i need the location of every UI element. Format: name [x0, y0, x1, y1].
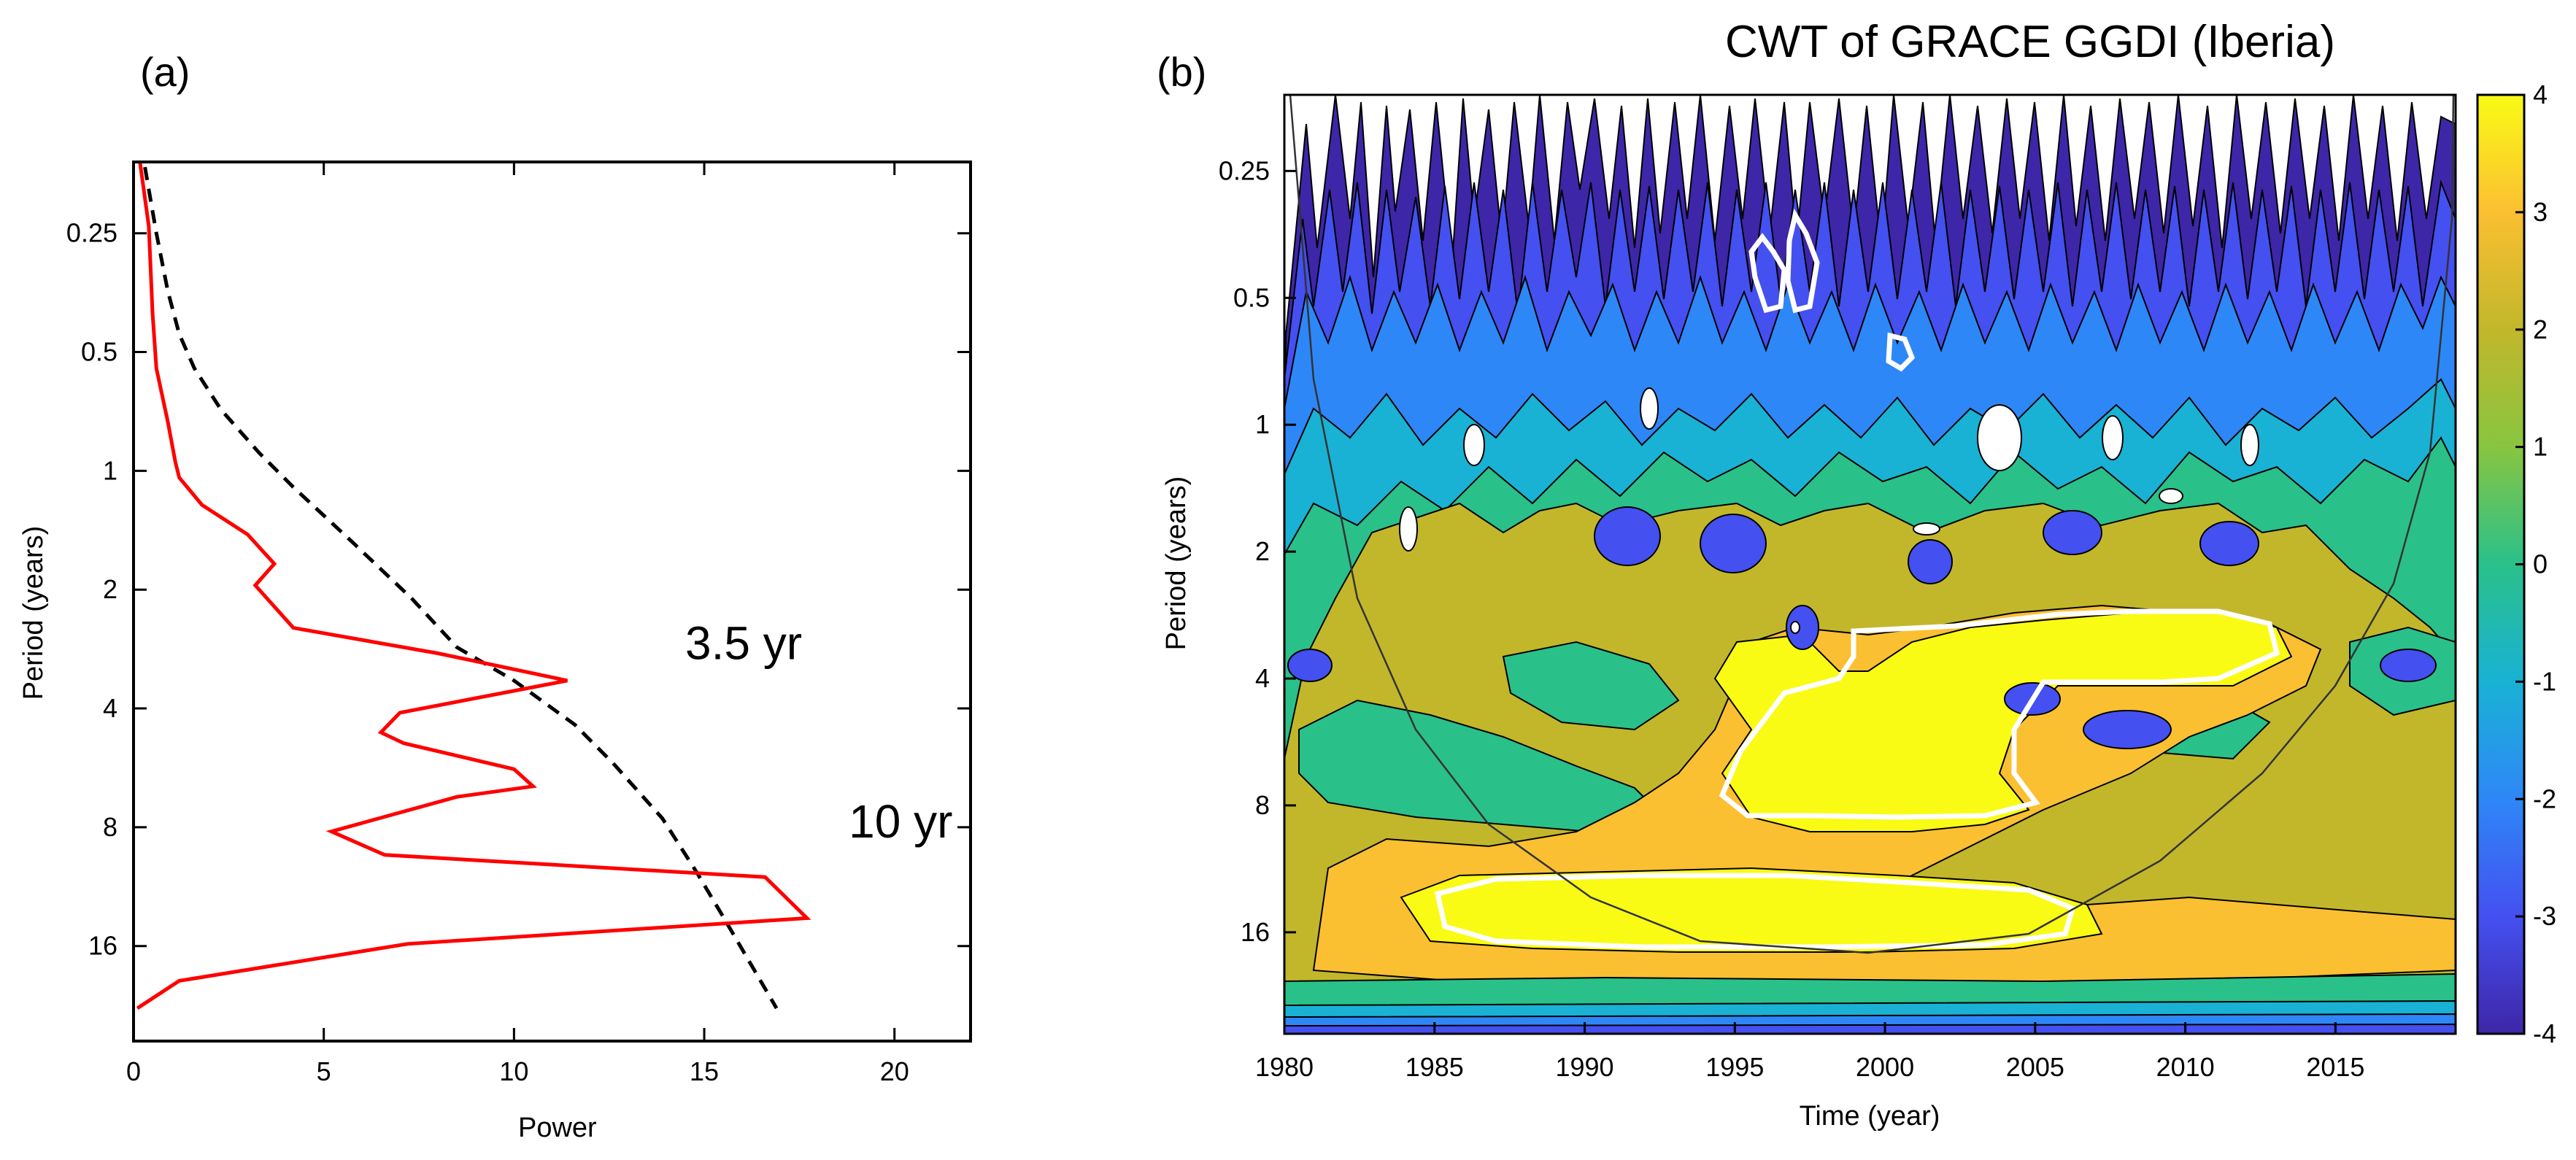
sig-contour-half-yr-2 [1785, 208, 1820, 314]
colorbar-tick-label: -4 [2533, 1018, 2556, 1048]
colorbar-tick-label: -3 [2533, 901, 2556, 931]
y-tick-label: 16 [1241, 917, 1270, 947]
blob [2083, 710, 2172, 749]
y-tick-label: 0.5 [81, 337, 117, 367]
x-tick-label: 2005 [2006, 1052, 2064, 1082]
panel-b-label: (b) [1157, 49, 1206, 95]
bottom-band-1 [1284, 973, 2456, 1008]
colorbar-ticks: 4 3 2 1 0 -1 -2 -3 -4 [2515, 80, 2556, 1048]
x-tick-label: 2015 [2306, 1052, 2364, 1082]
y-tick-label: 0.25 [1219, 155, 1270, 185]
minima-blobs [1287, 506, 2437, 749]
x-tick-label: 15 [690, 1056, 719, 1086]
x-tick-label: 1980 [1255, 1052, 1314, 1082]
hole [2159, 488, 2183, 504]
panel-b-y-axis: 0.25 0.5 1 2 4 8 16 [1219, 155, 1296, 947]
y-tick-label: 0.5 [1233, 282, 1270, 312]
bottom-band-3 [1284, 1013, 2456, 1027]
blob [1287, 649, 1333, 682]
blob [1700, 514, 1767, 573]
hole [1977, 404, 2022, 471]
contour-level-yellow-2 [1400, 867, 2103, 953]
y-tick-label: 4 [103, 693, 117, 723]
panel-a-frame [132, 161, 972, 1043]
blob [1594, 506, 1661, 566]
significance-contours [1434, 208, 2280, 950]
white-holes [1399, 387, 2259, 634]
y-tick-label: 16 [88, 931, 117, 961]
x-tick-label: 2000 [1856, 1052, 1914, 1082]
panel-a-x-axis: 0 5 10 15 20 [126, 162, 909, 1086]
hole [1399, 506, 1418, 552]
hole [1640, 387, 1659, 430]
hole [2240, 424, 2259, 466]
panel-b-frame [1283, 93, 2457, 1035]
x-tick-label: 1985 [1405, 1052, 1464, 1082]
panel-b-ylabel: Period (years) [1161, 476, 1192, 651]
colorbar-tick-label: -1 [2533, 666, 2556, 696]
hole [1790, 621, 1800, 634]
blob [2199, 521, 2259, 566]
bottom-band-2 [1284, 999, 2456, 1018]
blob [1908, 539, 1953, 584]
x-tick-label: 1995 [1705, 1052, 1764, 1082]
x-tick-label: 0 [126, 1056, 141, 1086]
colorbar-tick-label: 2 [2533, 314, 2548, 344]
y-tick-label: 4 [1255, 663, 1270, 693]
x-tick-label: 20 [880, 1056, 909, 1086]
cone-of-influence [1289, 95, 2455, 954]
panel-a-label: (a) [140, 49, 190, 95]
x-tick-label: 2010 [2156, 1052, 2215, 1082]
x-tick-label: 5 [317, 1056, 331, 1086]
y-tick-label: 8 [103, 812, 117, 842]
panel-b-xlabel: Time (year) [1800, 1101, 1940, 1132]
colorbar-tick-label: 4 [2533, 80, 2548, 109]
y-tick-label: 1 [103, 455, 117, 485]
global-power-red-line [136, 162, 811, 1010]
panel-b-title: CWT of GRACE GGDI (Iberia) [1725, 17, 2335, 67]
colorbar-tick-label: 3 [2533, 197, 2548, 227]
sig-contour-half-yr-1 [1748, 233, 1787, 314]
blob [2380, 649, 2437, 682]
hole [1463, 424, 1485, 466]
blob [1786, 605, 1819, 650]
colorbar-tick-label: 1 [2533, 432, 2548, 462]
annotation-10-yr: 10 yr [849, 795, 952, 848]
blob [2043, 510, 2102, 555]
y-tick-label: 0.25 [66, 218, 117, 248]
x-tick-label: 1990 [1555, 1052, 1613, 1082]
panel-a-plot-area [134, 162, 971, 1041]
panel-a-ylabel: Period (years) [18, 526, 49, 700]
bottom-band-4 [1284, 1023, 2456, 1034]
panel-a-y-axis: 0.25 0.5 1 2 4 8 16 [66, 218, 971, 961]
y-tick-label: 1 [1255, 409, 1270, 439]
hole [2102, 415, 2124, 460]
panel-b-x-axis: 1980 1985 1990 1995 2000 2005 2010 2015 [1255, 1022, 2364, 1082]
contour-level-yellow-1 [1713, 612, 2293, 832]
panel-a-xlabel: Power [518, 1113, 597, 1143]
sig-contour-10yr [1434, 873, 2076, 950]
colorbar-tick-label: 0 [2533, 549, 2548, 579]
x-tick-label: 10 [499, 1056, 528, 1086]
contour-patch-green-2 [1502, 641, 1680, 731]
scalogram [1284, 95, 2456, 1034]
y-tick-label: 8 [1255, 790, 1270, 820]
colorbar-tick-label: -2 [2533, 784, 2556, 813]
y-tick-label: 2 [1255, 536, 1270, 566]
hole [1913, 522, 1940, 535]
panel-b: (b) CWT of GRACE GGDI (Iberia) [1157, 17, 2556, 1132]
annotation-3-5-yr: 3.5 yr [685, 616, 802, 669]
sig-contour-0-6yr [1886, 332, 1916, 372]
sig-contour-3yr [1719, 608, 2280, 820]
panel-a: (a) 0.25 0.5 1 2 4 8 16 0 5 10 15 20 Power Period … [18, 49, 972, 1143]
y-tick-label: 2 [103, 574, 117, 604]
